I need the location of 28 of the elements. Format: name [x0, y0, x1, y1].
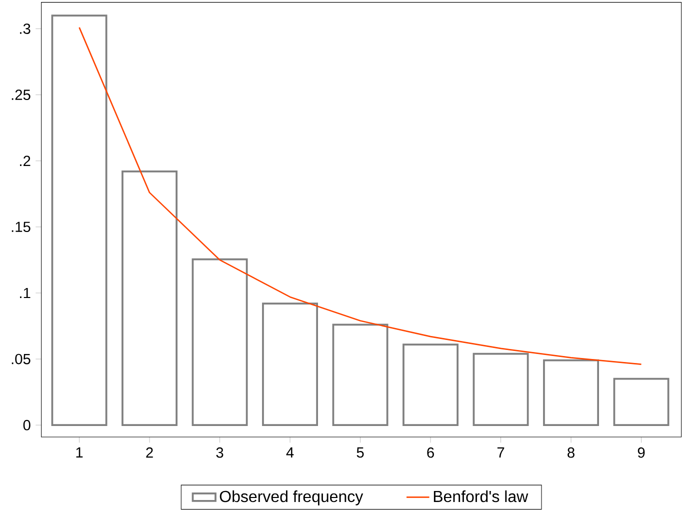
bar	[262, 302, 318, 426]
y-tick-label: 0	[23, 420, 30, 430]
bar	[402, 344, 459, 426]
bar	[543, 359, 600, 426]
y-tick-label: .15	[12, 222, 30, 232]
bar	[332, 324, 388, 426]
x-tick-label: 6	[427, 447, 434, 458]
x-tick-label: 1	[76, 447, 83, 458]
x-tick-label: 7	[497, 447, 504, 458]
y-tick-label: .3	[20, 24, 30, 34]
bar	[613, 378, 670, 426]
bar	[122, 170, 178, 426]
y-tick-label: .1	[20, 288, 30, 298]
x-tick-label: 5	[356, 447, 364, 458]
y-tick-label: .05	[12, 354, 30, 364]
x-tick-label: 3	[216, 447, 224, 458]
y-tick-label: .25	[12, 90, 30, 100]
x-tick-label: 8	[568, 447, 574, 458]
bar	[192, 258, 248, 426]
x-tick-label: 2	[146, 447, 153, 458]
x-tick-label: 9	[638, 447, 645, 458]
legend-label: Observed frequency	[220, 490, 364, 506]
legend-label: Benford's law	[434, 490, 528, 502]
line-series	[78, 26, 642, 365]
bar	[51, 14, 108, 426]
x-tick-label: 4	[286, 447, 294, 458]
y-tick-label: .2	[20, 156, 30, 166]
bar	[472, 352, 529, 426]
